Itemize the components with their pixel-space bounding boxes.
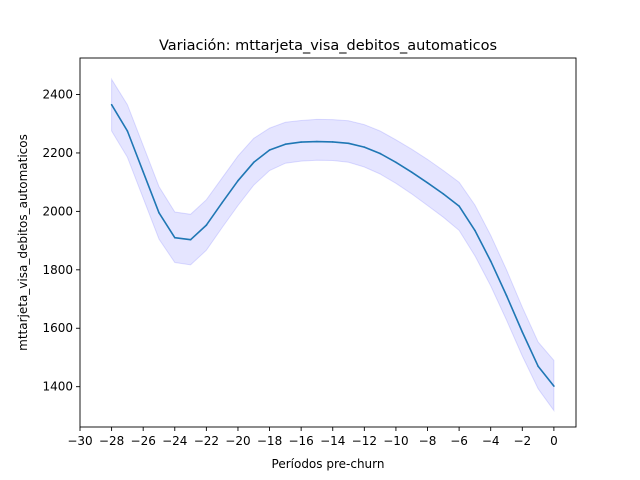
data-point: [474, 229, 476, 232]
data-point: [189, 238, 192, 241]
data-point: [237, 179, 239, 182]
x-tick-label: −2: [513, 434, 531, 448]
x-tick-label: −30: [67, 434, 92, 448]
x-tick-label: −8: [419, 434, 437, 448]
y-axis-label: mttarjeta_visa_debitos_automaticos: [16, 134, 30, 351]
x-axis-ticks: −30 −28 −26 −24 −22 −20 −18 −16 −14 −12 −10 −8 −6 −4−…: [67, 427, 558, 448]
y-tick-label: 2200: [42, 146, 73, 160]
data-point: [521, 331, 524, 333]
data-point: [316, 140, 318, 143]
data-point: [284, 143, 287, 145]
x-tick-label: −24: [162, 434, 187, 448]
x-tick-label: −28: [99, 434, 124, 448]
x-tick-label: −18: [257, 434, 282, 448]
data-point: [347, 142, 350, 145]
x-tick-label: −22: [194, 434, 219, 448]
data-point: [158, 212, 160, 214]
x-tick-label: 0: [550, 434, 558, 448]
confidence-band: [111, 77, 555, 413]
data-point: [395, 161, 397, 164]
data-point: [379, 152, 381, 155]
data-point: [553, 385, 555, 387]
data-point: [110, 103, 113, 106]
data-point: [300, 141, 302, 143]
x-tick-label: −14: [320, 434, 345, 448]
y-tick-label: 1600: [42, 321, 73, 335]
line-layer: [110, 103, 555, 387]
data-point: [205, 224, 208, 226]
x-tick-label: −20: [225, 434, 250, 448]
data-point: [458, 205, 460, 207]
data-point: [174, 236, 176, 239]
y-tick-label: 1400: [42, 380, 73, 394]
x-tick-label: −12: [352, 434, 377, 448]
data-point: [410, 171, 413, 173]
data-point: [442, 193, 445, 195]
y-tick-label: 1800: [42, 263, 73, 277]
confidence-band-layer: [111, 77, 555, 413]
x-tick-label: −16: [288, 434, 313, 448]
x-tick-label: −6: [450, 434, 468, 448]
chart-title: Variación: mttarjeta_visa_debitos_automa…: [159, 38, 497, 54]
data-point: [142, 171, 144, 173]
data-point: [426, 182, 429, 184]
data-point: [253, 161, 255, 164]
data-point: [505, 294, 508, 297]
data-point: [489, 260, 492, 262]
x-tick-label: −26: [131, 434, 156, 448]
data-point: [363, 146, 366, 148]
data-point: [331, 141, 334, 143]
y-tick-label: 2400: [42, 88, 73, 102]
plot-frame: [79, 57, 577, 428]
data-point: [126, 130, 129, 132]
x-axis-label: Períodos pre-churn: [272, 457, 385, 471]
y-tick-label: 2000: [42, 204, 73, 218]
x-tick-label: −4: [482, 434, 500, 448]
data-point: [221, 201, 223, 204]
y-axis-ticks: 1400 1600 1800 2000 2200 2400: [42, 88, 80, 394]
x-tick-label: −10: [383, 434, 408, 448]
data-point: [268, 149, 271, 151]
data-point: [537, 365, 539, 368]
